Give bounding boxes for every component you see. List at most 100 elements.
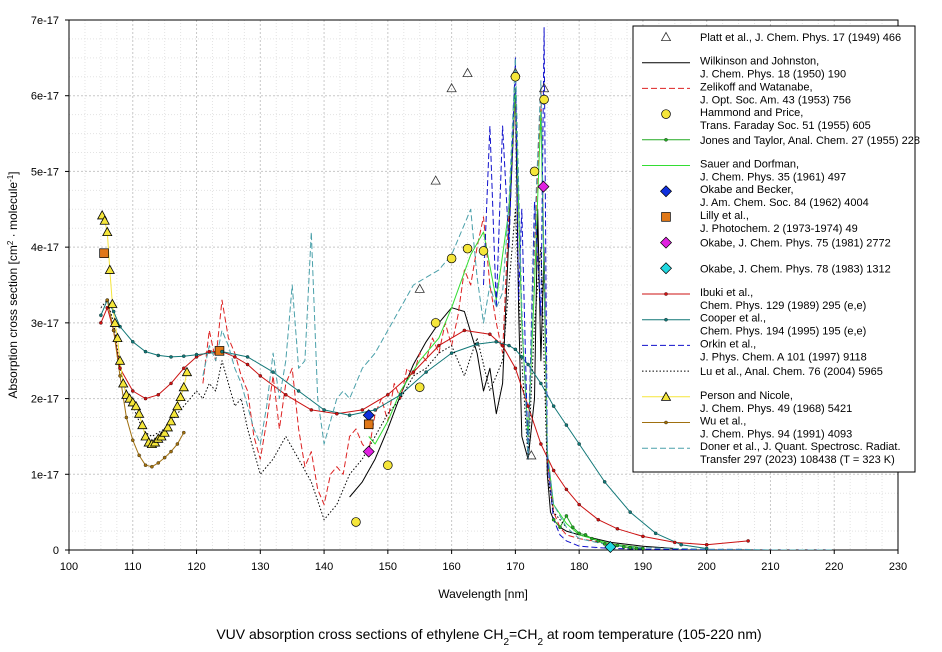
data-point-dot — [488, 332, 492, 336]
data-point-diamond — [604, 540, 617, 553]
data-point-dot — [602, 542, 607, 546]
x-tick-label: 180 — [570, 561, 588, 573]
data-point-square — [363, 419, 374, 430]
data-point-dot — [583, 533, 588, 537]
legend-entry: Person and Nicole,J. Chem. Phys. 49 (196… — [642, 390, 852, 415]
data-point-dot — [111, 328, 116, 333]
data-point-dot — [615, 527, 620, 531]
data-point-triangle — [181, 366, 193, 377]
data-point-dot — [500, 343, 505, 348]
data-point-circle — [446, 253, 457, 264]
data-point-triangle — [162, 422, 174, 432]
y-tick-label: 0 — [53, 545, 59, 557]
legend-entry: Ibuki et al.,Chem. Phys. 129 (1989) 295 … — [642, 287, 866, 312]
data-point-circle — [462, 243, 473, 254]
y-tick-label: 6e-17 — [31, 91, 59, 103]
data-point-dot — [551, 517, 556, 522]
data-point-dot — [520, 355, 524, 359]
data-point-dot — [424, 370, 428, 374]
data-point-dot — [143, 463, 148, 467]
data-point-dot — [105, 298, 110, 302]
data-point-dot — [118, 366, 122, 371]
data-point-dot — [526, 362, 530, 367]
data-point-dot — [551, 468, 556, 473]
data-point-triangle — [175, 391, 186, 402]
data-point-triangle — [140, 431, 151, 441]
data-point-diamond — [537, 180, 550, 193]
data-point-dot — [99, 313, 103, 318]
data-point-dot — [131, 438, 135, 442]
data-point-diamond — [660, 262, 672, 275]
data-point-dot — [622, 545, 626, 549]
y-tick-label: 2e-17 — [31, 394, 59, 406]
legend-label: Lu et al., Anal. Chem. 76 (2004) 5965 — [700, 366, 883, 378]
x-axis-title: Wavelength [nm] — [438, 587, 528, 601]
data-point-triangle — [104, 264, 115, 274]
data-point-dot — [156, 393, 161, 397]
legend-label-line2: Chem. Phys. 129 (1989) 295 (e,e) — [700, 300, 866, 312]
x-tick-label: 210 — [761, 561, 779, 573]
legend-label-line2: J. Chem. Phys. 94 (1991) 4093 — [700, 429, 852, 441]
legend-label-line2: Chem. Phys. 194 (1995) 195 (e,e) — [700, 326, 866, 338]
legend-label: Ibuki et al., — [700, 287, 753, 299]
legend-label-line2: J. Am. Chem. Soc. 84 (1962) 4004 — [700, 197, 869, 209]
legend-label: Hammond and Price, — [700, 107, 803, 119]
data-point-dot — [150, 464, 154, 469]
x-tick-label: 100 — [60, 561, 78, 573]
y-tick-label: 3e-17 — [31, 318, 59, 330]
legend-label: Zelikoff and Watanabe, — [700, 81, 813, 93]
x-tick-label: 200 — [698, 561, 716, 573]
data-point-dot — [526, 404, 530, 408]
legend-label-line2: J. Chem. Phys. 49 (1968) 5421 — [700, 403, 852, 415]
data-point-triangle — [114, 355, 126, 365]
data-point-dot — [335, 411, 339, 416]
data-point-dot — [296, 389, 301, 393]
legend-entry: Wilkinson and Johnston,J. Chem. Phys. 18… — [642, 56, 846, 81]
legend-entry: Okabe and Becker,J. Am. Chem. Soc. 84 (1… — [660, 184, 869, 209]
data-point-dot — [99, 321, 103, 325]
data-point-dot — [258, 374, 263, 378]
data-point-dot — [628, 510, 632, 514]
data-point-dot — [386, 393, 390, 397]
chart-caption: VUV absorption cross sections of ethylen… — [216, 626, 761, 648]
legend-label: Cooper et al., — [700, 313, 766, 325]
data-point-dot — [590, 536, 594, 541]
data-point-dot — [664, 292, 668, 296]
legend-entry: Hammond and Price,Trans. Faraday Soc. 51… — [661, 107, 871, 132]
data-point-dot — [507, 343, 511, 348]
data-point-dot — [245, 362, 250, 367]
y-axis-ticks: 0 1e-17 2e-17 3e-17 4e-17 5e-17 6e-17 7e-17 — [31, 15, 69, 557]
x-tick-label: 150 — [379, 561, 397, 573]
x-axis-ticks: 100 110 120 130 140 150 160 170 180 190 200 210 220 2… — [60, 550, 907, 573]
legend-entry: Okabe, J. Chem. Phys. 75 (1981) 2772 — [660, 236, 891, 250]
legend-box — [632, 25, 916, 473]
data-point-dot — [462, 328, 467, 333]
data-point-dot — [564, 514, 569, 518]
data-point-dot — [664, 420, 668, 425]
data-point-dot — [558, 525, 562, 530]
legend-label-line2: Transfer 297 (2023) 108438 (T = 323 K) — [700, 454, 895, 466]
data-point-dot — [131, 340, 135, 344]
legend-entry: Sauer and Dorfman,J. Chem. Phys. 35 (196… — [642, 159, 846, 184]
y-tick-label: 4e-17 — [31, 242, 59, 254]
y-tick-label: 1e-17 — [31, 469, 59, 481]
legend-label: Lilly et al., — [700, 210, 749, 222]
data-point-dot — [373, 408, 377, 412]
data-point-dot — [175, 442, 180, 446]
data-point-triangle — [430, 175, 441, 185]
marker-layer — [96, 67, 750, 553]
data-point-circle — [430, 318, 441, 328]
legend-entry: Platt et al., J. Chem. Phys. 17 (1949) 4… — [660, 31, 901, 44]
data-point-triangle — [109, 317, 121, 327]
data-point-dot — [118, 374, 122, 378]
legend-entry: Doner et al., J. Quant. Spectrosc. Radia… — [642, 441, 901, 466]
data-point-dot — [111, 309, 116, 314]
data-point-dot — [156, 461, 161, 465]
data-point-triangle — [165, 415, 177, 426]
data-point-triangle — [660, 31, 672, 41]
data-point-triangle — [159, 427, 170, 437]
series-13-line — [100, 208, 567, 528]
x-tick-label: 140 — [315, 561, 333, 573]
data-point-dot — [233, 355, 237, 359]
